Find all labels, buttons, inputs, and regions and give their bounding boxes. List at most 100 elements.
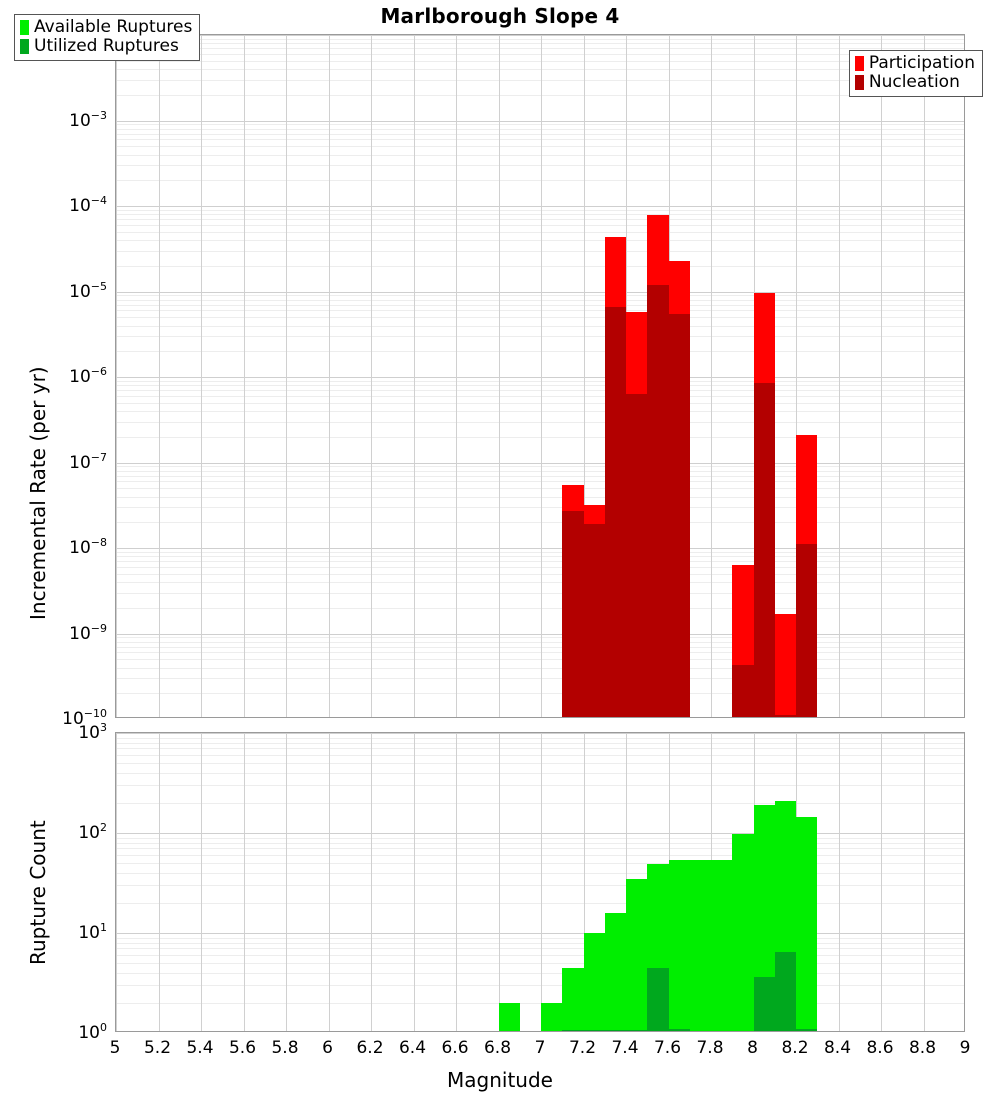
x-axis-tick-label: 6.4 bbox=[398, 1038, 427, 1058]
bar-available-ruptures bbox=[732, 833, 754, 1031]
gridline-major bbox=[116, 291, 964, 293]
bar-available-ruptures bbox=[562, 967, 584, 1031]
bar-group-rates bbox=[116, 35, 964, 717]
gridline-major bbox=[116, 462, 964, 464]
gridline-vertical bbox=[116, 733, 117, 1031]
y-axis-tick-label: 101 bbox=[78, 921, 107, 943]
gridline-vertical bbox=[881, 733, 882, 1031]
gridline-minor bbox=[116, 43, 964, 45]
gridline-minor bbox=[116, 310, 964, 312]
gridline-vertical bbox=[881, 35, 882, 717]
gridline-minor bbox=[116, 678, 964, 680]
gridline-minor bbox=[116, 659, 964, 661]
legend-label-utilized: Utilized Ruptures bbox=[34, 36, 179, 56]
gridline-minor bbox=[116, 561, 964, 563]
gridline-minor bbox=[116, 551, 964, 553]
legend-swatch-utilized bbox=[20, 39, 29, 54]
x-axis-title: Magnitude bbox=[447, 1068, 553, 1092]
gridline-vertical bbox=[371, 35, 372, 717]
legend-top: Participation Nucleation bbox=[848, 50, 983, 97]
gridline-major bbox=[116, 833, 964, 834]
bar-nucleation bbox=[796, 544, 818, 717]
x-axis-tick-label: 6.8 bbox=[483, 1038, 512, 1058]
gridline-vertical bbox=[201, 733, 202, 1031]
bar-nucleation bbox=[604, 307, 626, 717]
bar-nucleation bbox=[647, 284, 669, 717]
gridline-vertical bbox=[243, 35, 245, 717]
bar-nucleation bbox=[732, 664, 754, 717]
gridline-vertical bbox=[711, 35, 712, 717]
gridline-minor bbox=[116, 972, 964, 974]
gridline-minor bbox=[116, 522, 964, 524]
legend-item-participation[interactable]: Participation bbox=[854, 55, 975, 72]
gridline-vertical bbox=[413, 733, 415, 1031]
gridline-minor bbox=[116, 855, 964, 857]
gridline-minor bbox=[116, 667, 964, 669]
gridline-minor bbox=[116, 573, 964, 575]
gridline-minor bbox=[116, 53, 964, 55]
legend-label-available: Available Ruptures bbox=[34, 17, 193, 37]
rupture-count-plot bbox=[115, 732, 965, 1032]
legend-item-nucleation[interactable]: Nucleation bbox=[854, 74, 975, 91]
bar-nucleation bbox=[626, 394, 648, 717]
bar-available-ruptures bbox=[796, 816, 818, 1031]
gridline-minor bbox=[116, 240, 964, 242]
bar-nucleation bbox=[774, 715, 796, 717]
x-axis-tick-label: 7 bbox=[534, 1038, 546, 1058]
gridline-minor bbox=[116, 556, 964, 558]
x-axis-tick-label: 7.6 bbox=[653, 1038, 682, 1058]
gridline-minor bbox=[116, 421, 964, 423]
gridline-vertical bbox=[541, 733, 542, 1031]
gridline-vertical bbox=[456, 35, 457, 717]
gridline-minor bbox=[116, 582, 964, 584]
gridline-minor bbox=[116, 475, 964, 477]
gridline-vertical bbox=[328, 733, 330, 1031]
gridline-vertical bbox=[583, 733, 585, 1031]
gridline-minor bbox=[116, 466, 964, 468]
gridline-minor bbox=[116, 180, 964, 182]
gridline-minor bbox=[116, 351, 964, 353]
legend-swatch-nucleation bbox=[854, 75, 864, 90]
gridline-minor bbox=[116, 872, 964, 874]
gridline-minor bbox=[116, 380, 964, 382]
gridline-vertical bbox=[328, 35, 330, 717]
bar-available-ruptures bbox=[626, 878, 648, 1031]
gridline-minor bbox=[116, 607, 964, 609]
gridline-vertical bbox=[923, 35, 925, 717]
legend-item-available-ruptures[interactable]: Available Ruptures bbox=[20, 19, 192, 36]
gridline-vertical bbox=[243, 733, 245, 1031]
gridline-minor bbox=[116, 641, 964, 643]
gridline-minor bbox=[116, 60, 964, 62]
gridline-major bbox=[116, 206, 964, 207]
gridline-minor bbox=[116, 250, 964, 252]
gridline-minor bbox=[116, 748, 964, 750]
y-axis-tick-label: 10−5 bbox=[69, 279, 107, 302]
gridline-vertical bbox=[286, 35, 287, 717]
gridline-minor bbox=[116, 488, 964, 490]
gridline-minor bbox=[116, 785, 964, 787]
x-axis-tick-label: 8.6 bbox=[866, 1038, 894, 1058]
gridline-minor bbox=[116, 693, 964, 695]
y-axis-tick-label: 10−10 bbox=[62, 707, 107, 729]
bar-available-ruptures bbox=[498, 1002, 520, 1031]
legend-bottom: Available Ruptures Utilized Ruptures bbox=[14, 14, 201, 61]
gridline-minor bbox=[116, 38, 964, 40]
gridline-vertical bbox=[923, 733, 925, 1031]
bar-available-ruptures bbox=[583, 933, 605, 1031]
gridline-minor bbox=[116, 942, 964, 944]
gridline-minor bbox=[116, 48, 964, 50]
gridline-major bbox=[116, 35, 964, 36]
x-axis-tick-label: 5.6 bbox=[228, 1038, 257, 1058]
gridline-minor bbox=[116, 1002, 964, 1004]
gridline-vertical bbox=[541, 35, 542, 717]
gridline-minor bbox=[116, 948, 964, 950]
x-axis-tick-label: 9 bbox=[959, 1038, 971, 1058]
x-axis-tick-label: 7.8 bbox=[696, 1038, 724, 1058]
gridline-minor bbox=[116, 224, 964, 226]
gridline-vertical bbox=[158, 35, 160, 717]
gridline-minor bbox=[116, 133, 964, 135]
bar-available-ruptures bbox=[689, 859, 711, 1031]
legend-item-utilized-ruptures[interactable]: Utilized Ruptures bbox=[20, 38, 192, 55]
gridline-minor bbox=[116, 146, 964, 148]
gridline-vertical bbox=[286, 733, 287, 1031]
